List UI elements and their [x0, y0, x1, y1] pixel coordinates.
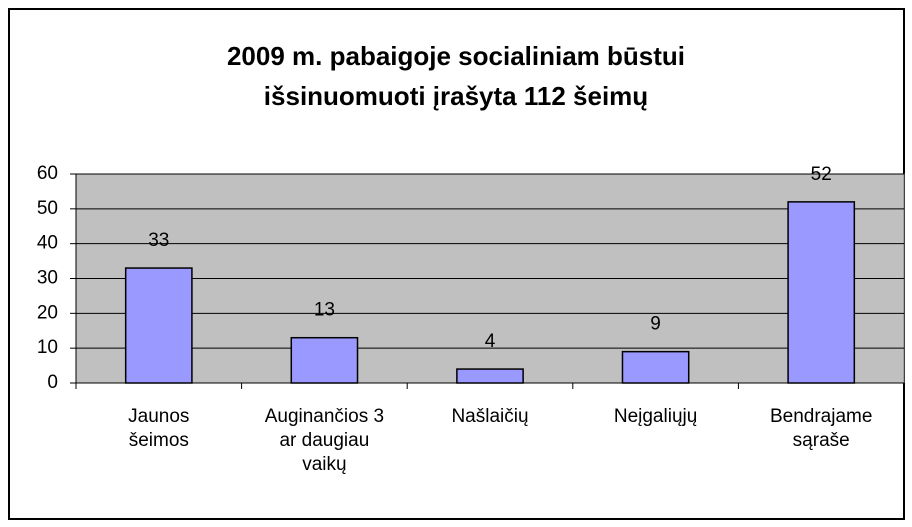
y-tick-label: 0 — [47, 372, 58, 393]
bar — [787, 201, 856, 384]
x-tick-label: Auginančios 3 ar daugiau vaikų — [264, 406, 385, 475]
bar — [290, 336, 359, 384]
x-tick-label: Našlaičių — [451, 406, 529, 427]
value-label: 9 — [650, 314, 661, 335]
x-tick-label: Bendrajame sąraše — [769, 406, 873, 451]
y-tick-label: 40 — [37, 233, 58, 254]
y-tick-label: 20 — [37, 302, 58, 323]
y-tick-label: 10 — [37, 337, 58, 358]
x-tick-label: Jaunos šeimos — [128, 406, 190, 451]
y-tick-label: 50 — [37, 198, 58, 219]
bar — [124, 267, 193, 384]
bar — [456, 368, 524, 384]
x-tick-label: Neįgaliųjų — [613, 406, 698, 427]
chart-title: 2009 m. pabaigoje socialiniam būstui išs… — [226, 41, 686, 111]
y-tick-label: 60 — [37, 163, 58, 184]
bar — [621, 350, 690, 384]
value-label: 13 — [314, 300, 335, 321]
value-label: 52 — [811, 164, 832, 185]
value-label: 33 — [148, 230, 169, 251]
value-label: 4 — [485, 331, 496, 352]
y-tick-label: 30 — [37, 268, 58, 289]
